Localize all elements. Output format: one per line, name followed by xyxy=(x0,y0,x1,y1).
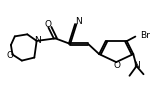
Text: Br: Br xyxy=(140,31,150,40)
Text: N: N xyxy=(34,36,41,45)
Text: O: O xyxy=(7,50,14,60)
Text: O: O xyxy=(44,20,51,29)
Text: N: N xyxy=(75,17,81,26)
Text: N: N xyxy=(133,61,140,70)
Text: O: O xyxy=(114,61,120,70)
